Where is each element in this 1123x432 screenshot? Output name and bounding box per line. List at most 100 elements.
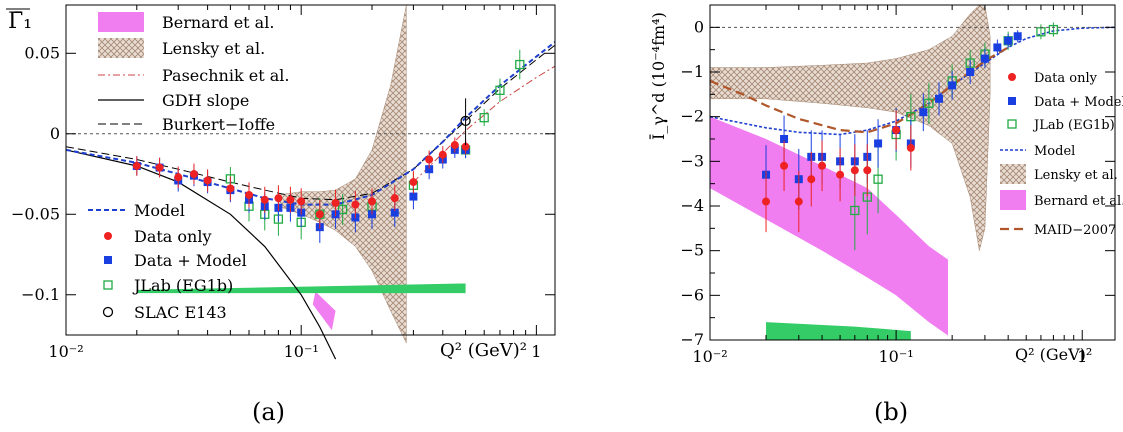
data-model-point: [993, 43, 1002, 52]
pasechnik-line: [413, 65, 556, 183]
legend-data-model-swatch: [1008, 97, 1016, 105]
data-only-point: [286, 195, 295, 204]
legend-lensky-swatch: [1000, 164, 1026, 184]
y-axis-label: Γ̄₁: [8, 9, 32, 34]
y-tick-label: −0.1: [21, 285, 60, 304]
chart-b: 10⁻² 10⁻¹ 1 0 −1 −2 −3 −4 −5 −6 −7 Ī_γ^d (10⁻⁴fm⁴) Q…: [648, 4, 1123, 366]
data-only-point: [260, 195, 269, 204]
legend-jlab-swatch: [1007, 119, 1017, 129]
legend-label: Model: [1034, 144, 1075, 159]
legend-top-label: GDH slope: [162, 91, 249, 110]
legend-bernard-swatch: [1000, 190, 1026, 210]
data-only-point: [203, 176, 212, 185]
jlab-point: [479, 113, 489, 123]
data-only-point: [807, 175, 816, 184]
lensky-band: [709, 4, 991, 251]
data-only-point: [762, 197, 771, 206]
bernard-band: [312, 291, 336, 331]
data-model-point: [1004, 36, 1013, 45]
jlab-point: [337, 204, 348, 215]
data-only-point: [818, 161, 827, 170]
caption-b: (b): [874, 398, 909, 426]
data-only-point: [409, 178, 418, 187]
plot-frame: [65, 4, 556, 336]
x-axis-label: Q² (GeV)²: [1015, 345, 1092, 364]
legend-top-label: Pasechnik et al.: [162, 66, 289, 85]
jlab-point: [495, 85, 505, 95]
legend-label: Lensky et al.: [1034, 168, 1118, 183]
y-tick-label: −6: [680, 285, 704, 304]
jlab-point: [1048, 24, 1059, 35]
y-tick-label: −5: [680, 241, 704, 260]
y-axis-label: Ī_γ^d (10⁻⁴fm⁴): [648, 12, 668, 140]
legend-label: JLab (EG1b): [1032, 118, 1115, 133]
y-tick-label: −2: [680, 107, 704, 126]
data-only-point: [461, 142, 470, 151]
data-only-point: [367, 197, 376, 206]
plot-frame: [709, 4, 1116, 341]
data-only-point: [450, 141, 459, 150]
x-tick-label: 10⁻¹: [879, 347, 914, 366]
legend-bottom-label: SLAC E143: [134, 303, 227, 322]
data-model-point: [919, 108, 928, 117]
legend-label: Data + Model: [1034, 95, 1123, 110]
legend-data-model-swatch: [104, 256, 112, 264]
x-tick-label: 1: [531, 342, 541, 361]
data-model-point: [409, 192, 418, 201]
data-only-point: [780, 161, 789, 170]
legend-jlab-swatch: [103, 280, 113, 290]
data-model-point: [966, 68, 975, 76]
legend-bottom-label: Model: [134, 201, 185, 220]
chart-a: 10⁻² 10⁻¹ 1 0.05 0 −0.05 −0.1 Γ̄₁ Q² (GeV)² Berna…: [6, 4, 556, 361]
data-only-point: [390, 194, 399, 203]
data-model-point: [425, 165, 434, 174]
data-model-point: [980, 54, 989, 63]
data-only-point: [315, 210, 324, 219]
data-only-point: [906, 143, 915, 152]
jlab-point: [924, 98, 934, 108]
legend-bernard-swatch: [98, 12, 144, 32]
data-only-point: [836, 170, 845, 179]
jlab-point: [515, 59, 525, 70]
jlab-point: [873, 174, 883, 184]
data-only-point: [850, 166, 859, 175]
data-only-point: [274, 194, 283, 203]
y-tick-label: −7: [680, 330, 704, 349]
legend-bottom-label: Data only: [134, 227, 212, 246]
legend-bottom-label: Data + Model: [134, 251, 247, 270]
y-tick-label: −1: [680, 62, 704, 81]
data-only-point: [132, 161, 141, 170]
data-only-point: [189, 170, 198, 179]
legend-data-only-swatch: [104, 232, 112, 240]
y-tick-label: −3: [680, 151, 704, 170]
data-model-point: [874, 139, 883, 148]
model-line: [65, 41, 556, 206]
data-only-point: [425, 155, 434, 164]
x-axis-label: Q² (GeV)²: [440, 340, 527, 361]
data-only-point: [438, 150, 447, 159]
data-model-point: [948, 81, 957, 90]
x-tick-label: 1: [1077, 347, 1087, 366]
slac-point: [460, 115, 471, 127]
x-tick-label: 10⁻¹: [284, 342, 319, 361]
data-only-point: [297, 197, 306, 206]
data-only-point: [226, 184, 235, 193]
legend-top-label: Lensky et al.: [162, 39, 265, 58]
data-model-point: [935, 94, 944, 103]
y-tick-label: 0: [50, 124, 60, 143]
legend-lensky-swatch: [98, 38, 144, 58]
legend-top-label: Bernard et al.: [162, 13, 274, 32]
y-tick-label: 0.05: [24, 43, 60, 62]
x-tick-label: 10⁻²: [692, 347, 727, 366]
legend-label: MAID−2007: [1034, 223, 1116, 238]
y-tick-label: −0.05: [11, 204, 60, 223]
legend-top-label: Burkert−Ioffe: [162, 115, 275, 134]
legend-slac-swatch: [102, 306, 114, 318]
data-only-point: [155, 163, 164, 172]
data-only-point: [174, 173, 183, 182]
y-tick-label: 0: [694, 17, 704, 36]
legend-bottom-label: JLab (EG1b): [132, 276, 233, 295]
y-tick-label: −4: [680, 196, 704, 215]
data-only-point: [863, 166, 872, 175]
gdh-slope-line: [65, 149, 337, 360]
